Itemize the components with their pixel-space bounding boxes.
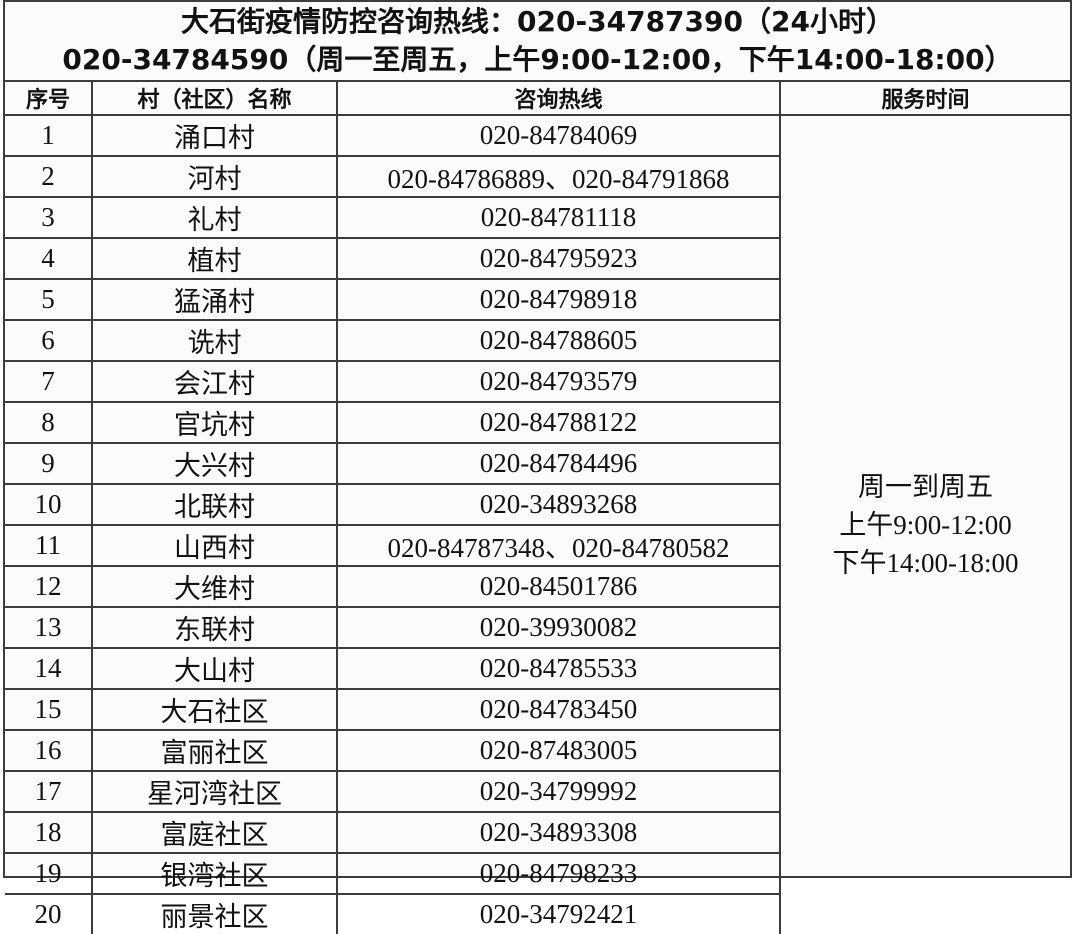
village-name-cell: 诜村 <box>91 319 338 362</box>
service-time-cell: 周一到周五上午9:00-12:00 下午14:00-18:00 <box>779 114 1070 934</box>
col-header-name: 村（社区）名称 <box>91 82 338 116</box>
village-name-cell: 大石社区 <box>91 688 338 731</box>
table-row: 18 富庭社区 020-34893308 <box>5 811 1070 854</box>
table-row: 1 涌口村 020-84784069 周一到周五上午9:00-12:00 下午14:00… <box>5 114 1070 934</box>
row-index-cell: 10 <box>5 483 93 526</box>
row-index-cell: 7 <box>5 360 93 403</box>
row-index-cell: 12 <box>5 565 93 608</box>
service-time-line: 上午9:00-12:00 <box>839 510 1012 540</box>
table-row: 10 北联村 020-34893268 <box>5 483 1070 526</box>
hotline-number-cell: 020-34799992 <box>336 770 781 813</box>
col-header-index: 序号 <box>5 82 93 116</box>
table-row: 6 诜村 020-84788605 <box>5 319 1070 362</box>
hotline-table: 序号 村（社区）名称 咨询热线 服务时间 1 涌口村 020-84784069 周一到… <box>5 82 1070 934</box>
village-name-cell: 银湾社区 <box>91 852 338 895</box>
row-index-cell: 1 <box>5 114 93 157</box>
row-index-cell: 17 <box>5 770 93 813</box>
village-name-cell: 涌口村 <box>91 114 338 157</box>
row-index-cell: 19 <box>5 852 93 895</box>
hotline-number-cell: 020-84785533 <box>336 647 781 690</box>
row-index-cell: 8 <box>5 401 93 444</box>
hotline-number-cell: 020-84798918 <box>336 278 781 321</box>
title-line-1: 大石街疫情防控咨询热线：020-34787390（24小时） <box>181 5 894 38</box>
village-name-cell: 富丽社区 <box>91 729 338 772</box>
village-name-cell: 东联村 <box>91 606 338 649</box>
village-name-cell: 会江村 <box>91 360 338 403</box>
hotline-number-cell: 020-84793579 <box>336 360 781 403</box>
row-index-cell: 4 <box>5 237 93 280</box>
hotline-number-cell: 020-84787348、020-84780582 <box>336 524 781 567</box>
village-name-cell: 大维村 <box>91 565 338 608</box>
row-index-cell: 13 <box>5 606 93 649</box>
hotline-number-cell: 020-84784069 <box>336 114 781 157</box>
hotline-number-cell: 020-34893268 <box>336 483 781 526</box>
row-index-cell: 9 <box>5 442 93 485</box>
row-index-cell: 15 <box>5 688 93 731</box>
hotline-number-cell: 020-84501786 <box>336 565 781 608</box>
table-row: 8 官坑村 020-84788122 <box>5 401 1070 444</box>
hotline-number-cell: 020-87483005 <box>336 729 781 772</box>
village-name-cell: 富庭社区 <box>91 811 338 854</box>
hotline-notice-image: 大石街疫情防控咨询热线：020-34787390（24小时） 020-34784… <box>3 0 1072 934</box>
village-name-cell: 植村 <box>91 237 338 280</box>
row-index-cell: 2 <box>5 155 93 198</box>
village-name-cell: 山西村 <box>91 524 338 567</box>
hotline-number-cell: 020-34792421 <box>336 893 781 934</box>
service-time-line: 下午14:00-18:00 <box>832 548 1019 578</box>
hotline-number-cell: 020-34893308 <box>336 811 781 854</box>
table-row: 9 大兴村 020-84784496 <box>5 442 1070 485</box>
table-row: 3 礼村 020-84781118 <box>5 196 1070 239</box>
row-index-cell: 18 <box>5 811 93 854</box>
table-row: 12 大维村 020-84501786 <box>5 565 1070 608</box>
row-index-cell: 3 <box>5 196 93 239</box>
row-index-cell: 20 <box>5 893 93 934</box>
hotline-number-cell: 020-84795923 <box>336 237 781 280</box>
header-row: 序号 村（社区）名称 咨询热线 服务时间 <box>5 82 1070 116</box>
hotline-number-cell: 020-84788122 <box>336 401 781 444</box>
village-name-cell: 礼村 <box>91 196 338 239</box>
hotline-number-cell: 020-84781118 <box>336 196 781 239</box>
notice-title: 大石街疫情防控咨询热线：020-34787390（24小时） 020-34784… <box>5 2 1070 82</box>
table-row: 2 河村 020-84786889、020-84791868 <box>5 155 1070 198</box>
village-name-cell: 大山村 <box>91 647 338 690</box>
table-row: 17 星河湾社区 020-34799992 <box>5 770 1070 813</box>
table-row: 7 会江村 020-84793579 <box>5 360 1070 403</box>
table-row: 14 大山村 020-84785533 <box>5 647 1070 690</box>
village-name-cell: 大兴村 <box>91 442 338 485</box>
hotline-number-cell: 020-84784496 <box>336 442 781 485</box>
table-row: 13 东联村 020-39930082 <box>5 606 1070 649</box>
table-frame: 大石街疫情防控咨询热线：020-34787390（24小时） 020-34784… <box>3 0 1072 934</box>
table-row: 16 富丽社区 020-87483005 <box>5 729 1070 772</box>
hotline-number-cell: 020-84798233 <box>336 852 781 895</box>
table-row: 5 猛涌村 020-84798918 <box>5 278 1070 321</box>
hotline-number-cell: 020-84786889、020-84791868 <box>336 155 781 198</box>
row-index-cell: 6 <box>5 319 93 362</box>
village-name-cell: 官坑村 <box>91 401 338 444</box>
hotline-number-cell: 020-84783450 <box>336 688 781 731</box>
table-row: 15 大石社区 020-84783450 <box>5 688 1070 731</box>
table-row: 11 山西村 020-84787348、020-84780582 <box>5 524 1070 567</box>
table-row: 4 植村 020-84795923 <box>5 237 1070 280</box>
village-name-cell: 丽景社区 <box>91 893 338 934</box>
village-name-cell: 河村 <box>91 155 338 198</box>
hotline-number-cell: 020-84788605 <box>336 319 781 362</box>
hotline-number-cell: 020-39930082 <box>336 606 781 649</box>
row-index-cell: 16 <box>5 729 93 772</box>
col-header-service: 服务时间 <box>779 82 1070 116</box>
village-name-cell: 北联村 <box>91 483 338 526</box>
title-line-2: 020-34784590（周一至周五，上午9:00-12:00，下午14:00-… <box>62 43 1013 76</box>
row-index-cell: 5 <box>5 278 93 321</box>
col-header-phone: 咨询热线 <box>336 82 781 116</box>
service-time-line: 周一到周五 <box>858 472 993 502</box>
village-name-cell: 星河湾社区 <box>91 770 338 813</box>
village-name-cell: 猛涌村 <box>91 278 338 321</box>
row-index-cell: 14 <box>5 647 93 690</box>
row-index-cell: 11 <box>5 524 93 567</box>
